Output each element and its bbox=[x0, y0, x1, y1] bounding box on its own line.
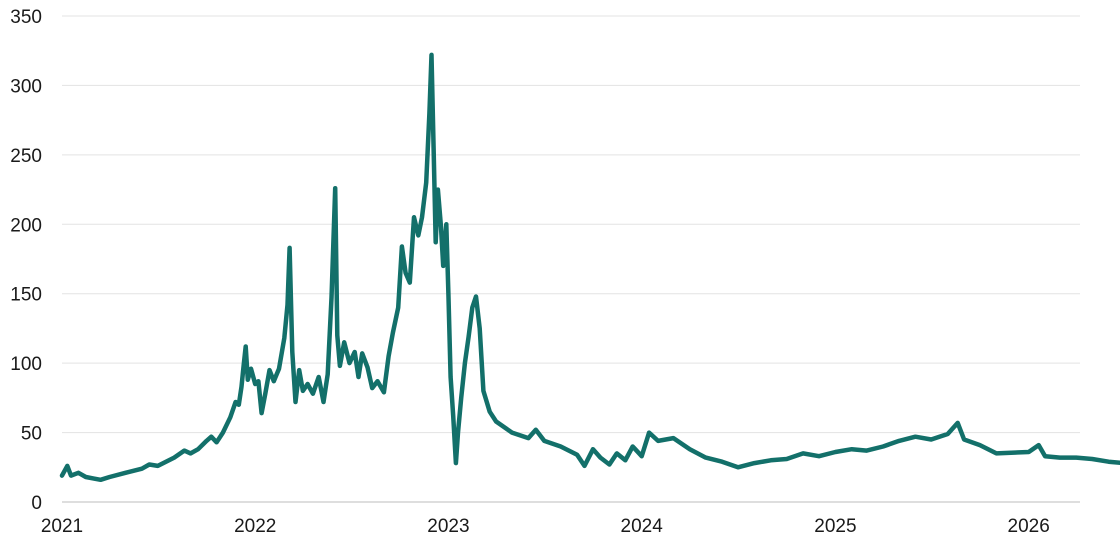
y-tick-label: 300 bbox=[10, 76, 42, 97]
x-tick-label: 2023 bbox=[427, 516, 469, 537]
x-axis: 2021 2022 2023 2024 2025 2026 bbox=[41, 516, 1050, 537]
y-tick-label: 0 bbox=[31, 493, 42, 514]
y-tick-label: 250 bbox=[10, 146, 42, 167]
y-axis: 0 50 100 150 200 250 300 350 bbox=[10, 7, 42, 514]
series-group bbox=[59, 52, 1120, 483]
x-tick-label: 2022 bbox=[234, 516, 276, 537]
x-tick-label: 2021 bbox=[41, 516, 83, 537]
x-tick-label: 2026 bbox=[1008, 516, 1050, 537]
y-tick-label: 350 bbox=[10, 7, 42, 28]
y-tick-label: 200 bbox=[10, 215, 42, 236]
gridlines bbox=[62, 15, 1080, 503]
x-tick-label: 2024 bbox=[621, 516, 664, 537]
y-tick-label: 150 bbox=[10, 285, 42, 306]
x-tick-label: 2025 bbox=[814, 516, 856, 537]
y-tick-label: 50 bbox=[21, 424, 42, 445]
series-line bbox=[59, 52, 1120, 483]
y-tick-label: 100 bbox=[10, 354, 42, 375]
